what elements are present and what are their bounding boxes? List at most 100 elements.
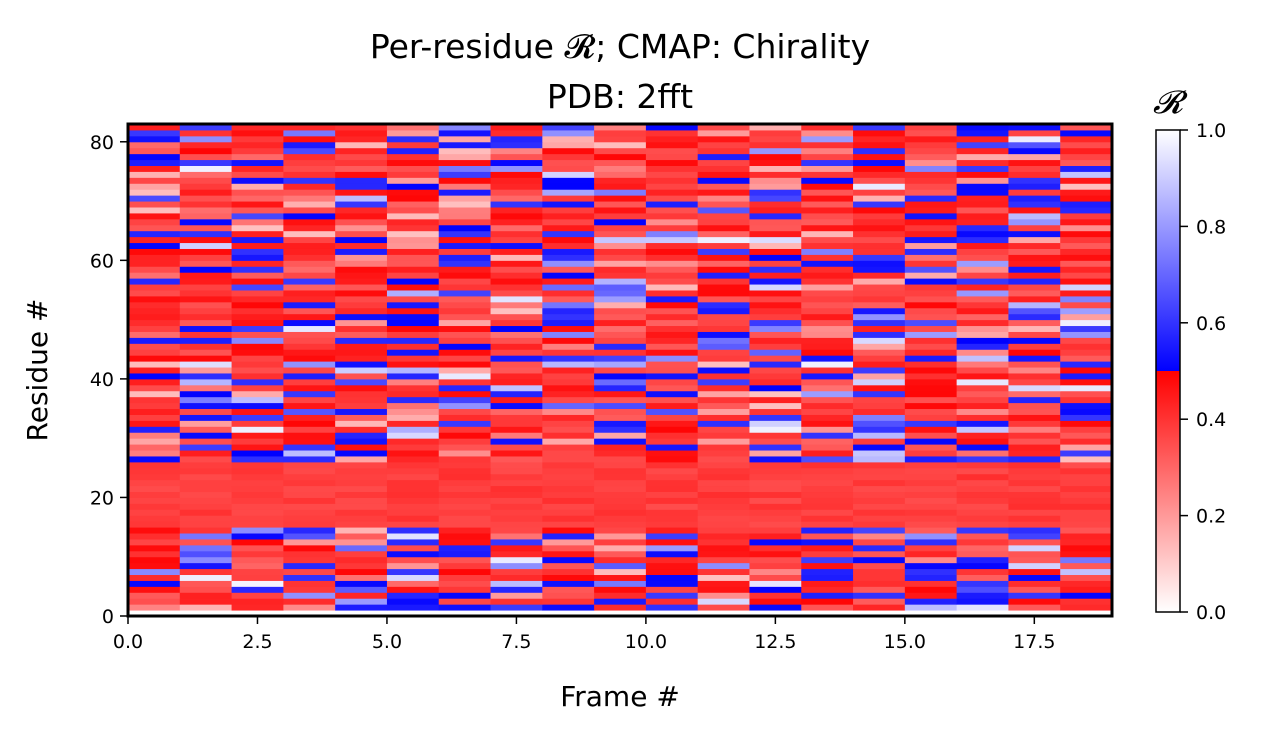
heatmap-cell bbox=[386, 361, 440, 368]
heatmap-cell bbox=[179, 461, 233, 469]
heatmap-cell bbox=[904, 372, 958, 380]
heatmap-cell bbox=[801, 455, 854, 463]
heatmap-cell bbox=[1060, 248, 1113, 255]
heatmap-cell bbox=[594, 432, 647, 439]
heatmap-cell bbox=[438, 278, 492, 285]
heatmap-cell bbox=[1060, 562, 1113, 570]
heatmap-cell bbox=[490, 141, 543, 149]
heatmap-cell bbox=[438, 384, 492, 392]
heatmap-cell bbox=[179, 171, 233, 178]
heatmap-cell bbox=[594, 319, 647, 327]
heatmap-cell bbox=[128, 236, 181, 244]
heatmap-cell bbox=[128, 503, 181, 510]
heatmap-cell bbox=[904, 183, 958, 190]
heatmap-cell bbox=[490, 580, 543, 587]
heatmap-cell bbox=[335, 355, 388, 362]
heatmap-cell bbox=[542, 195, 595, 202]
heatmap-cell bbox=[645, 289, 699, 297]
heatmap-cell bbox=[594, 177, 647, 184]
heatmap-cell bbox=[438, 331, 492, 338]
heatmap-cell bbox=[801, 272, 854, 279]
heatmap-cell bbox=[542, 171, 595, 178]
heatmap-cell bbox=[956, 432, 1009, 439]
heatmap-cell bbox=[904, 473, 958, 481]
heatmap-cell bbox=[490, 509, 543, 516]
heatmap-cell bbox=[335, 473, 388, 481]
heatmap-cell bbox=[749, 503, 802, 510]
heatmap-cell bbox=[438, 361, 492, 368]
heatmap-cell bbox=[1008, 396, 1061, 404]
heatmap-cell bbox=[645, 141, 699, 149]
heatmap-cell bbox=[231, 260, 284, 267]
heatmap-cell bbox=[749, 212, 802, 220]
heatmap-cell bbox=[1008, 224, 1061, 232]
heatmap-cell bbox=[1008, 550, 1061, 558]
heatmap-cell bbox=[645, 444, 699, 451]
heatmap-cell bbox=[697, 165, 750, 172]
heatmap-cell bbox=[853, 408, 906, 415]
heatmap-cell bbox=[1008, 272, 1061, 279]
heatmap-cell bbox=[490, 189, 543, 196]
heatmap-cell bbox=[853, 147, 906, 155]
heatmap-cell bbox=[853, 289, 906, 297]
heatmap-cell bbox=[179, 479, 233, 487]
heatmap-cell bbox=[386, 248, 440, 255]
heatmap-cell bbox=[956, 230, 1009, 238]
heatmap-cell bbox=[128, 147, 181, 155]
heatmap-cell bbox=[438, 313, 492, 321]
heatmap-cell bbox=[542, 420, 595, 427]
heatmap-cell bbox=[231, 515, 284, 522]
heatmap-cell bbox=[542, 509, 595, 516]
heatmap-cell bbox=[128, 212, 181, 220]
heatmap-cell bbox=[594, 224, 647, 232]
heatmap-cell bbox=[749, 355, 802, 362]
heatmap-cell bbox=[283, 372, 336, 380]
heatmap-cell bbox=[438, 372, 492, 380]
heatmap-cell bbox=[801, 278, 854, 285]
heatmap-cell bbox=[438, 195, 492, 202]
heatmap-cell bbox=[645, 295, 699, 303]
heatmap-cell bbox=[853, 230, 906, 238]
heatmap-cell bbox=[853, 307, 906, 315]
heatmap-cell bbox=[1060, 313, 1113, 321]
heatmap-cell bbox=[542, 313, 595, 321]
heatmap-cell bbox=[179, 278, 233, 285]
heatmap-cell bbox=[594, 562, 647, 570]
heatmap-cell bbox=[904, 426, 958, 433]
heatmap-cell bbox=[1008, 242, 1061, 249]
heatmap-cell bbox=[1008, 378, 1061, 386]
heatmap-cell bbox=[801, 224, 854, 232]
heatmap-cell bbox=[438, 218, 492, 226]
heatmap-cell bbox=[179, 450, 233, 457]
heatmap-cell bbox=[956, 420, 1009, 427]
heatmap-cell bbox=[335, 295, 388, 303]
heatmap-cell bbox=[490, 349, 543, 356]
heatmap-cell bbox=[801, 201, 854, 208]
heatmap-cell bbox=[697, 343, 750, 350]
heatmap-cell bbox=[801, 432, 854, 439]
heatmap-cell bbox=[594, 384, 647, 392]
heatmap-cell bbox=[231, 171, 284, 178]
heatmap-cell bbox=[231, 165, 284, 172]
heatmap-cell bbox=[283, 331, 336, 338]
heatmap-cell bbox=[438, 432, 492, 439]
heatmap-cell bbox=[1060, 604, 1113, 611]
heatmap-cell bbox=[231, 153, 284, 161]
heatmap-cell bbox=[594, 129, 647, 137]
heatmap-cell bbox=[594, 521, 647, 528]
heatmap-cell bbox=[801, 206, 854, 214]
y-tick-label: 40 bbox=[90, 369, 114, 391]
heatmap-cell bbox=[956, 141, 1009, 149]
heatmap-cell bbox=[386, 212, 440, 220]
heatmap-cell bbox=[853, 467, 906, 475]
heatmap-cell bbox=[179, 325, 233, 332]
heatmap-cell bbox=[749, 266, 802, 273]
heatmap-cell bbox=[594, 212, 647, 220]
heatmap-cell bbox=[645, 580, 699, 587]
heatmap-cell bbox=[853, 604, 906, 611]
heatmap-cell bbox=[904, 455, 958, 463]
heatmap-cell bbox=[438, 556, 492, 564]
heatmap-cell bbox=[1008, 568, 1061, 576]
heatmap-cell bbox=[801, 337, 854, 344]
heatmap-cell bbox=[1008, 402, 1061, 410]
